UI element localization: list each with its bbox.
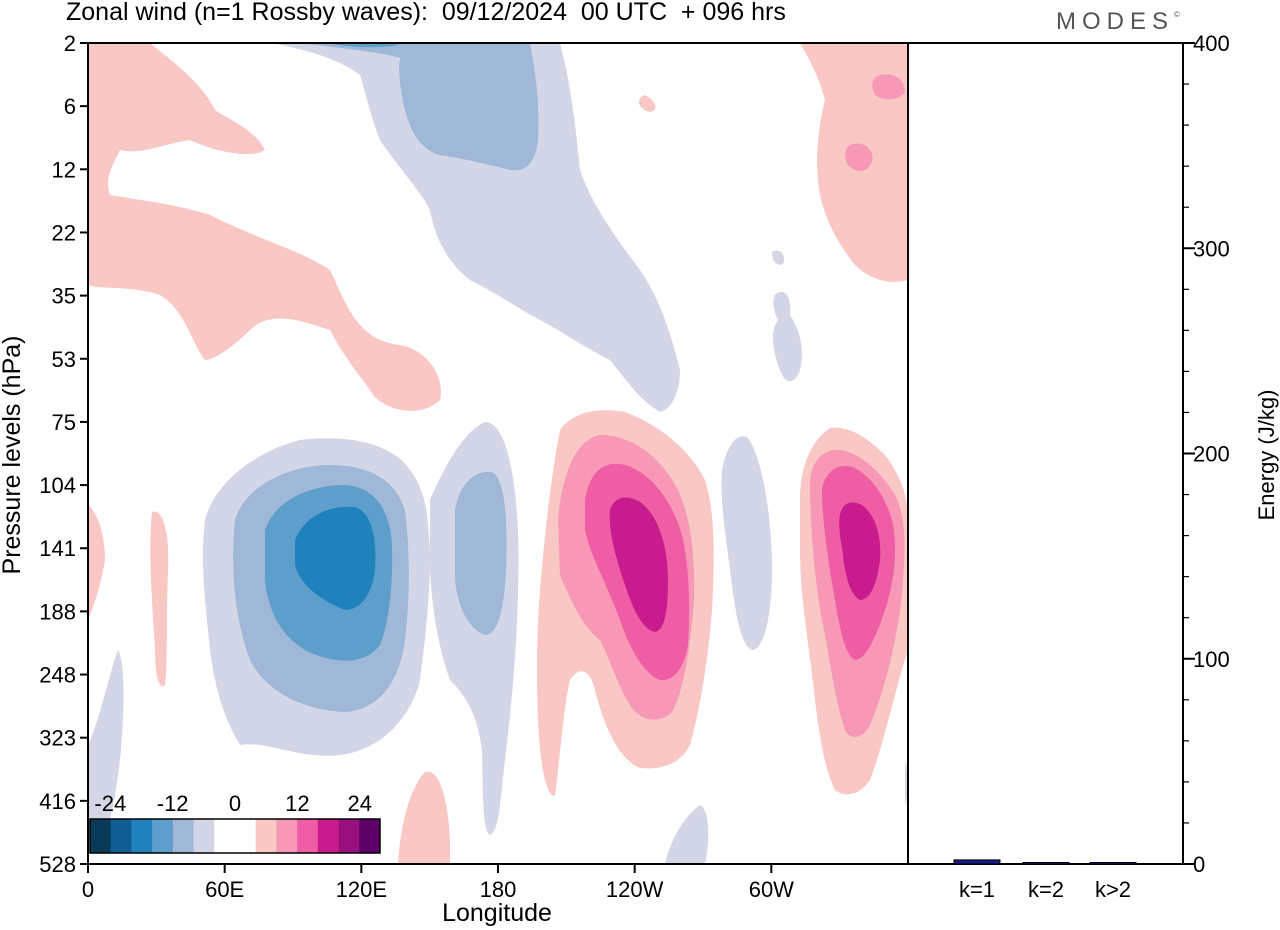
energy-tick-label: 100 — [1193, 647, 1230, 672]
longitude-tick-label: 60W — [749, 877, 794, 902]
pressure-tick-label: 35 — [52, 284, 76, 309]
contour-negative-lower-left — [88, 650, 124, 840]
contour-negative-upper-outer — [270, 43, 680, 412]
contour-positive-upper-left — [88, 43, 441, 411]
colorbar-tick-label: 0 — [229, 791, 241, 816]
pressure-tick-label: 141 — [39, 536, 76, 561]
longitude-tick-label: 120W — [606, 877, 664, 902]
colorbar-swatch — [255, 819, 277, 853]
contour-negative-right-edge — [905, 760, 908, 805]
colorbar-tick-label: -12 — [157, 791, 189, 816]
energy-bar — [1089, 862, 1137, 865]
colorbar-tick-label: 12 — [285, 791, 309, 816]
contour-negative-lower-mid — [665, 805, 709, 864]
pressure-tick-label: 6 — [64, 94, 76, 119]
colorbar-swatch — [317, 819, 340, 853]
contour-field — [88, 43, 908, 864]
contour-negative-cell2-l2 — [455, 471, 507, 635]
energy-bar — [953, 859, 1001, 865]
colorbar-swatch — [359, 819, 381, 853]
energy-tick-label: 200 — [1193, 442, 1230, 467]
contour-negative-cell3 — [721, 436, 773, 650]
contour-positive-upper-right-inner2 — [845, 143, 873, 171]
pressure-tick-label: 12 — [52, 157, 76, 182]
contour-negative-upper-core — [330, 43, 400, 48]
colorbar-swatch — [172, 819, 195, 853]
contour-positive-cell2-core — [839, 502, 881, 600]
energy-bar — [1022, 862, 1070, 865]
colorbar-frame — [89, 818, 381, 854]
x-axis-label: Longitude — [442, 899, 552, 927]
colorbar-swatch — [193, 819, 215, 853]
contour-positive-upper-right-inner — [872, 74, 905, 100]
colorbar-swatch — [90, 819, 112, 853]
colorbar-swatch — [297, 819, 319, 853]
energy-axis: 0 100 200 300 400 — [1183, 31, 1230, 877]
colorbar: -24 -12 0 12 24 — [89, 791, 381, 854]
energy-bars: k=1 k=2 k>2 — [953, 859, 1137, 902]
pressure-tick-label: 188 — [39, 599, 76, 624]
energy-tick-label: 0 — [1193, 852, 1205, 877]
energy-bar-label: k=1 — [959, 877, 995, 902]
energy-tick-label: 400 — [1193, 31, 1230, 56]
energy-tick-label: 300 — [1193, 236, 1230, 261]
colorbar-swatch — [110, 819, 132, 853]
longitude-axis: 0 60E 120E 180 120W 60W — [82, 864, 794, 902]
contour-negative-cell1-core — [295, 506, 376, 610]
energy-bar-label: k=2 — [1028, 877, 1064, 902]
energy-plot-frame — [907, 42, 1184, 865]
pressure-axis: 2 6 12 22 35 53 75 104 141 188 248 323 416 528 — [39, 31, 88, 877]
pressure-tick-label: 53 — [52, 347, 76, 372]
contour-negative-small2 — [772, 291, 802, 382]
pressure-tick-label: 416 — [39, 789, 76, 814]
colorbar-tick-label: -24 — [94, 791, 126, 816]
contour-positive-lower-plume — [398, 771, 450, 864]
colorbar-swatch — [152, 819, 174, 853]
modes-logo: MODES© — [1056, 8, 1180, 35]
chart-title: Zonal wind (n=1 Rossby waves): 09/12/202… — [66, 0, 786, 26]
modes-logo-text: MODES — [1056, 8, 1175, 35]
contour-negative-small1 — [772, 250, 785, 265]
pressure-tick-label: 75 — [52, 410, 76, 435]
colorbar-swatch — [214, 819, 236, 853]
contour-negative-upper-mid — [300, 43, 539, 171]
longitude-tick-label: 0 — [82, 877, 94, 902]
contour-positive-cell1-core — [609, 497, 668, 632]
energy-axis-label: Energy (J/kg) — [1254, 390, 1279, 521]
y-axis-label: Pressure levels (hPa) — [0, 336, 26, 575]
contour-positive-left2 — [150, 511, 169, 687]
pressure-tick-label: 104 — [39, 473, 76, 498]
contour-positive-small — [638, 95, 656, 112]
pressure-tick-label: 528 — [39, 852, 76, 877]
colorbar-swatch — [338, 819, 360, 853]
colorbar-swatch — [131, 819, 153, 853]
longitude-tick-label: 60E — [205, 877, 244, 902]
energy-bar-label: k>2 — [1095, 877, 1131, 902]
contour-positive-left-edge — [88, 505, 105, 620]
colorbar-swatch — [235, 819, 257, 853]
longitude-tick-label: 180 — [480, 877, 517, 902]
pressure-tick-label: 22 — [52, 220, 76, 245]
longitude-tick-label: 120E — [336, 877, 387, 902]
pressure-tick-label: 248 — [39, 663, 76, 688]
colorbar-swatch — [276, 819, 298, 853]
pressure-tick-label: 323 — [39, 726, 76, 751]
pressure-tick-label: 2 — [64, 31, 76, 56]
colorbar-tick-label: 24 — [347, 791, 371, 816]
